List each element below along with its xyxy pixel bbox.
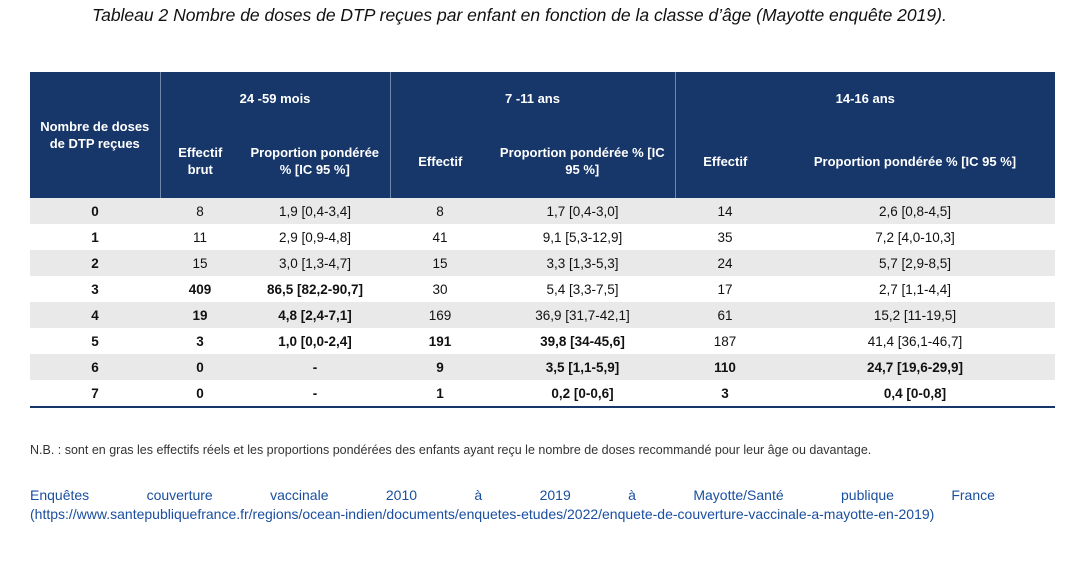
count-cell: 15: [160, 250, 240, 276]
dose-cell: 2: [30, 250, 160, 276]
count-cell: 41: [390, 224, 491, 250]
table-row: 4 19 4,8 [2,4-7,1] 169 36,9 [31,7-42,1] …: [30, 302, 1056, 328]
group-header-7-11-ans: 7 -11 ans: [389, 72, 676, 124]
proportion-cell: 5,4 [3,3-7,5]: [490, 276, 676, 302]
proportion-cell: 4,8 [2,4-7,1]: [240, 302, 391, 328]
proportion-cell: 5,7 [2,9-8,5]: [775, 250, 1056, 276]
count-cell: 8: [390, 198, 491, 224]
count-cell: 24: [675, 250, 776, 276]
dose-cell: 0: [30, 198, 160, 224]
table-caption: Tableau 2 Nombre de doses de DTP reçues …: [92, 5, 947, 25]
count-cell: 8: [160, 198, 240, 224]
sub-header-proportion-g2: Proportion pondérée % [IC 95 %]: [490, 124, 676, 198]
proportion-cell: 0,2 [0-0,6]: [490, 380, 676, 408]
row-header: Nombre de doses de DTP reçues: [30, 72, 160, 198]
sub-header-proportion-g1: Proportion pondérée % [IC 95 %]: [240, 124, 391, 198]
source-word: vaccinale: [270, 487, 329, 503]
dose-cell: 3: [30, 276, 160, 302]
proportion-cell: 2,6 [0,8-4,5]: [775, 198, 1056, 224]
proportion-cell: 1,0 [0,0-2,4]: [240, 328, 391, 354]
sub-header-proportion-g3: Proportion pondérée % [IC 95 %]: [775, 124, 1056, 198]
proportion-cell: 9,1 [5,3-12,9]: [490, 224, 676, 250]
dose-cell: 5: [30, 328, 160, 354]
table-row: 7 0 - 1 0,2 [0-0,6] 3 0,4 [0-0,8]: [30, 380, 1056, 408]
table-row: 0 8 1,9 [0,4-3,4] 8 1,7 [0,4-3,0] 14 2,6…: [30, 198, 1056, 224]
proportion-cell: 1,9 [0,4-3,4]: [240, 198, 391, 224]
dtp-doses-table: Nombre de doses de DTP reçues 24 -59 moi…: [30, 72, 1056, 408]
proportion-cell: 3,3 [1,3-5,3]: [490, 250, 676, 276]
count-cell: 19: [160, 302, 240, 328]
proportion-cell: 41,4 [36,1-46,7]: [775, 328, 1056, 354]
count-cell: 187: [675, 328, 776, 354]
count-cell: 17: [675, 276, 776, 302]
source-citation: Enquêtes couverture vaccinale 2010 à 201…: [30, 486, 995, 524]
source-word: à: [628, 487, 636, 503]
table-note: N.B. : sont en gras les effectifs réels …: [30, 443, 872, 457]
source-word: 2010: [385, 487, 418, 503]
table-row: 5 3 1,0 [0,0-2,4] 191 39,8 [34-45,6] 187…: [30, 328, 1056, 354]
proportion-cell: 3,5 [1,1-5,9]: [490, 354, 676, 380]
dose-cell: 7: [30, 380, 160, 408]
proportion-cell: 0,4 [0-0,8]: [775, 380, 1056, 408]
proportion-cell: -: [240, 380, 391, 408]
count-cell: 9: [390, 354, 491, 380]
sub-header-effectif-g2: Effectif: [389, 124, 491, 198]
table-row: 1 11 2,9 [0,9-4,8] 41 9,1 [5,3-12,9] 35 …: [30, 224, 1056, 250]
proportion-cell: 2,7 [1,1-4,4]: [775, 276, 1056, 302]
proportion-cell: 7,2 [4,0-10,3]: [775, 224, 1056, 250]
sub-header-effectif-g3: Effectif: [674, 124, 776, 198]
count-cell: 169: [390, 302, 491, 328]
count-cell: 191: [390, 328, 491, 354]
count-cell: 3: [160, 328, 240, 354]
source-url-link[interactable]: (https://www.santepubliquefrance.fr/regi…: [30, 506, 935, 522]
count-cell: 3: [675, 380, 776, 408]
dose-cell: 6: [30, 354, 160, 380]
source-word: France: [951, 487, 995, 503]
table-row: 3 409 86,5 [82,2-90,7] 30 5,4 [3,3-7,5] …: [30, 276, 1056, 302]
source-word: Mayotte/Santé: [693, 487, 784, 503]
count-cell: 61: [675, 302, 776, 328]
dose-cell: 1: [30, 224, 160, 250]
count-cell: 0: [160, 354, 240, 380]
proportion-cell: 1,7 [0,4-3,0]: [490, 198, 676, 224]
table-row: 2 15 3,0 [1,3-4,7] 15 3,3 [1,3-5,3] 24 5…: [30, 250, 1056, 276]
proportion-cell: 86,5 [82,2-90,7]: [240, 276, 391, 302]
source-title-line: Enquêtes couverture vaccinale 2010 à 201…: [30, 486, 995, 505]
proportion-cell: 36,9 [31,7-42,1]: [490, 302, 676, 328]
proportion-cell: 3,0 [1,3-4,7]: [240, 250, 391, 276]
source-word: Enquêtes: [30, 487, 90, 503]
count-cell: 1: [390, 380, 491, 408]
count-cell: 11: [160, 224, 240, 250]
dose-cell: 4: [30, 302, 160, 328]
source-word: couverture: [146, 487, 213, 503]
proportion-cell: 15,2 [11-19,5]: [775, 302, 1056, 328]
count-cell: 0: [160, 380, 240, 408]
sub-header-effectif-brut: Effectif brut: [159, 124, 240, 198]
count-cell: 110: [675, 354, 776, 380]
proportion-cell: -: [240, 354, 391, 380]
count-cell: 14: [675, 198, 776, 224]
source-word: publique: [841, 487, 894, 503]
group-header-24-59-mois: 24 -59 mois: [159, 72, 391, 124]
count-cell: 35: [675, 224, 776, 250]
source-word: à: [474, 487, 483, 503]
group-header-14-16-ans: 14-16 ans: [674, 72, 1056, 124]
proportion-cell: 39,8 [34-45,6]: [490, 328, 676, 354]
count-cell: 30: [390, 276, 491, 302]
count-cell: 409: [160, 276, 240, 302]
count-cell: 15: [390, 250, 491, 276]
proportion-cell: 2,9 [0,9-4,8]: [240, 224, 391, 250]
proportion-cell: 24,7 [19,6-29,9]: [775, 354, 1056, 380]
source-word: 2019: [539, 487, 571, 503]
table-row: 6 0 - 9 3,5 [1,1-5,9] 110 24,7 [19,6-29,…: [30, 354, 1056, 380]
